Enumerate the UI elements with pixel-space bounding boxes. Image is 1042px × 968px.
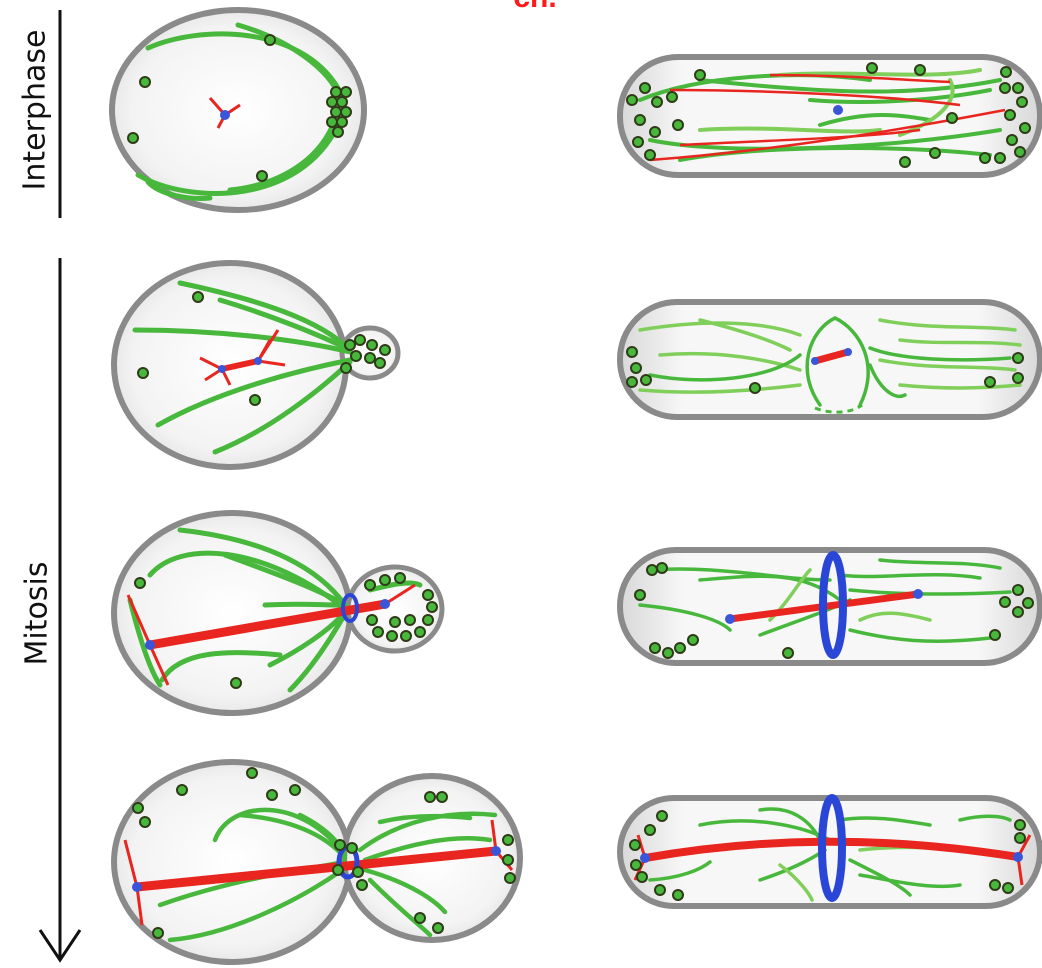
contractile-ring [818, 794, 846, 902]
spb [1013, 852, 1023, 862]
budding-yeast-mitosis-early [111, 260, 401, 470]
arrow-down-icon [38, 929, 82, 963]
microtubules [638, 558, 1012, 644]
spindle [811, 348, 852, 365]
spb [913, 589, 923, 599]
septin-ring [341, 593, 359, 623]
mother-cell [111, 759, 353, 965]
microtubules [648, 316, 1012, 407]
partial-title: ch. [470, 0, 600, 18]
fission-yeast-mitosis-late [617, 794, 1042, 909]
spb [844, 348, 852, 356]
microtubules [135, 22, 343, 201]
budding-yeast-mitosis-mid [111, 510, 445, 716]
cell-body [617, 54, 1042, 178]
fission-yeast-interphase [617, 54, 1042, 178]
spb [491, 846, 501, 856]
spb [380, 599, 390, 609]
spb [132, 882, 142, 892]
cell-body [109, 7, 367, 213]
puncta [134, 572, 438, 689]
microtubules [132, 280, 353, 455]
budding-yeast-mitosis-late [111, 759, 523, 965]
puncta [127, 34, 352, 182]
microtubules [127, 527, 423, 693]
puncta [634, 562, 1034, 659]
dashed-microtubules [814, 403, 863, 414]
fission-yeast-mitosis-early [617, 299, 1042, 420]
spb [220, 110, 230, 120]
puncta [629, 810, 1026, 901]
microtubules-light [638, 318, 1022, 394]
contractile-ring [819, 551, 847, 659]
puncta [626, 346, 1024, 394]
fission-yeast-mitosis-mid [617, 547, 1042, 666]
spb [145, 640, 155, 650]
puncta [132, 767, 516, 939]
spindle [132, 846, 501, 892]
spb [833, 105, 843, 115]
spindle [145, 599, 390, 650]
spb [254, 357, 262, 365]
spb [725, 614, 735, 624]
spindle-lines [649, 73, 1006, 162]
astral-lines [126, 583, 416, 686]
budding-yeast-interphase [109, 7, 367, 213]
spb [811, 357, 819, 365]
puncta [137, 291, 391, 406]
puncta [626, 62, 1031, 168]
spb [218, 365, 226, 373]
spb [640, 853, 650, 863]
